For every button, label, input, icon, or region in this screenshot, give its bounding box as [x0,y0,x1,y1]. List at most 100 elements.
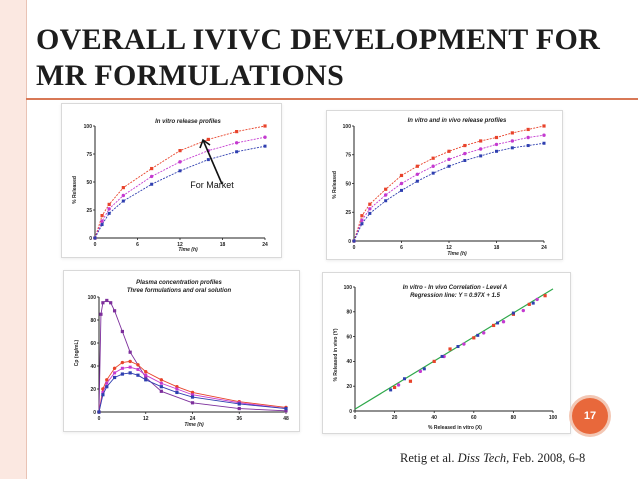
chart-3-x-tick-label: 0 [98,416,101,422]
chart-1-series-1-point [121,186,125,190]
chart-3-series-4-point [159,385,163,389]
chart-2-series-1-point [463,143,467,148]
chart-4-y-tick-label: 80 [346,310,352,316]
chart-1-series-1-line [94,125,266,239]
chart-3-series-4-point [105,385,109,389]
chart-2-series-2-point [383,193,388,197]
chart-4-series-3-point [511,311,515,315]
chart-2-series-3-point [447,164,451,168]
chart-3-series-1-point [237,406,241,411]
chart-1-y-tick-label: 75 [86,152,92,158]
chart-1-y-tick-label: 25 [86,208,92,214]
chart-2-series-2-point [399,181,404,186]
chart-panel-1: In vitro release profiles Time (h) % Rel… [61,103,282,258]
chart-3-series-4-point [128,371,132,375]
chart-3-y-tick-label: 60 [90,341,96,347]
chart-1-series-1-point [206,137,210,142]
chart-4-x-tick-label: 20 [392,415,398,421]
chart-3-y-tick-label: 40 [90,364,96,370]
chart-2-series-2-point [447,157,451,162]
chart-2-series-3-line [353,142,545,242]
chart-3-series-3-point [159,381,163,385]
chart-2-xlabel: Time (h) [447,251,467,257]
chart-4-series-2-point [482,331,486,335]
chart-2-ylabel: % Released [332,171,338,199]
chart-3-series-4-point [237,402,241,406]
chart-2-series-3-point [431,171,435,175]
chart-2-series-3-point [479,154,483,158]
chart-2-series-2-point [415,172,420,176]
chart-3-series-2-point [144,370,148,374]
chart-1-x-tick-label: 6 [136,242,139,248]
chart-1-series-1-point [263,124,267,128]
chart-1-series-2-point [121,193,126,198]
chart-3-series-3-point [113,371,117,375]
chart-2-series-1-point [399,173,404,178]
chart-2-y-tick-label: 25 [345,210,351,216]
chart-4-y-tick-label: 20 [346,384,352,390]
chart-1-series-2-point [100,219,104,223]
chart-2-x-tick-label: 6 [400,245,403,251]
chart-4-series-2-point [501,320,506,324]
chart-3-series-4-point [190,395,195,399]
chart-2-series-2-point [431,164,435,168]
chart-1-series-2-point [149,174,154,179]
chart-4-series-1-point [472,336,476,340]
chart-2-x-tick-label: 12 [446,245,452,251]
chart-3-series-1-point [159,389,163,393]
chart-4-x-tick-label: 60 [471,415,477,421]
chart-3-series-2-point [136,363,140,367]
chart-2-y-tick-label: 50 [345,181,351,187]
chart-4-subtitle: Regression line: Y = 0.97X + 1.5 [410,293,500,299]
chart-4-series-2-point [462,342,466,346]
chart-2-series-3-point [352,239,356,243]
chart-2-series-1-point [368,202,372,206]
chart-4-svg: In vitro - In vivo Correlation - Level A… [333,285,557,431]
chart-3-x-tick-label: 12 [143,416,149,422]
chart-1-series-3-line [94,145,266,239]
chart-3-series-4-point [144,378,148,382]
chart-3-series-1-point [120,329,124,334]
chart-4-xlabel: % Released in vitro (X) [428,425,482,431]
chart-3-series-3-point [175,387,179,391]
chart-3-series-3-point [105,381,109,385]
chart-2-series-3-point [400,188,403,192]
page-number-badge: 17 [572,398,608,434]
chart-4-series-1-point [448,347,452,351]
chart-4-ylabel: % Released in vivo (Y) [333,328,339,381]
chart-4-series-1-point [408,379,413,383]
chart-4-series-3-point [496,321,500,325]
chart-2-series-1-point [510,131,514,135]
chart-2-y-tick-label: 0 [348,239,351,245]
chart-2-series-2-point [463,151,467,156]
chart-1-series-3-point [93,236,97,240]
chart-4-y-tick-label: 100 [344,285,353,291]
chart-1-x-tick-label: 12 [177,242,183,248]
citation-journal: Diss Tech, [457,451,510,465]
chart-3-x-tick-label: 48 [283,416,289,422]
chart-3-series-2-point [128,359,132,364]
title-line-1: OVERALL IVIVC DEVELOPMENT FOR [36,23,601,56]
chart-2-series-3-point [384,199,388,203]
chart-2-series-1-point [479,139,483,143]
chart-3-series-1-point [101,301,105,305]
chart-1-series-2-point [107,207,111,211]
chart-2-series-1-point [542,124,546,128]
chart-2-series-2-point [478,147,483,151]
chart-2-series-3-point [542,141,546,145]
chart-3-series-3-point [120,366,124,370]
chart-2-series-3-point [495,149,498,153]
chart-1-series-3-point [178,169,182,173]
chart-4-series-1-point [432,359,436,363]
chart-2-series-1-point [526,127,530,132]
chart-3-series-4-point [120,372,124,376]
chart-1-series-3-point [206,158,210,162]
chart-4-series-3-point [456,345,460,349]
chart-3-svg: Plasma concentration profiles Three form… [74,280,289,428]
chart-3-series-1-point [284,409,288,413]
chart-2-series-1-point [494,135,499,140]
chart-2-series-3-point [510,146,514,150]
chart-4-series-1-point [393,385,397,390]
citation-author: Retig et al. [400,451,455,465]
slide-left-border [0,0,27,479]
